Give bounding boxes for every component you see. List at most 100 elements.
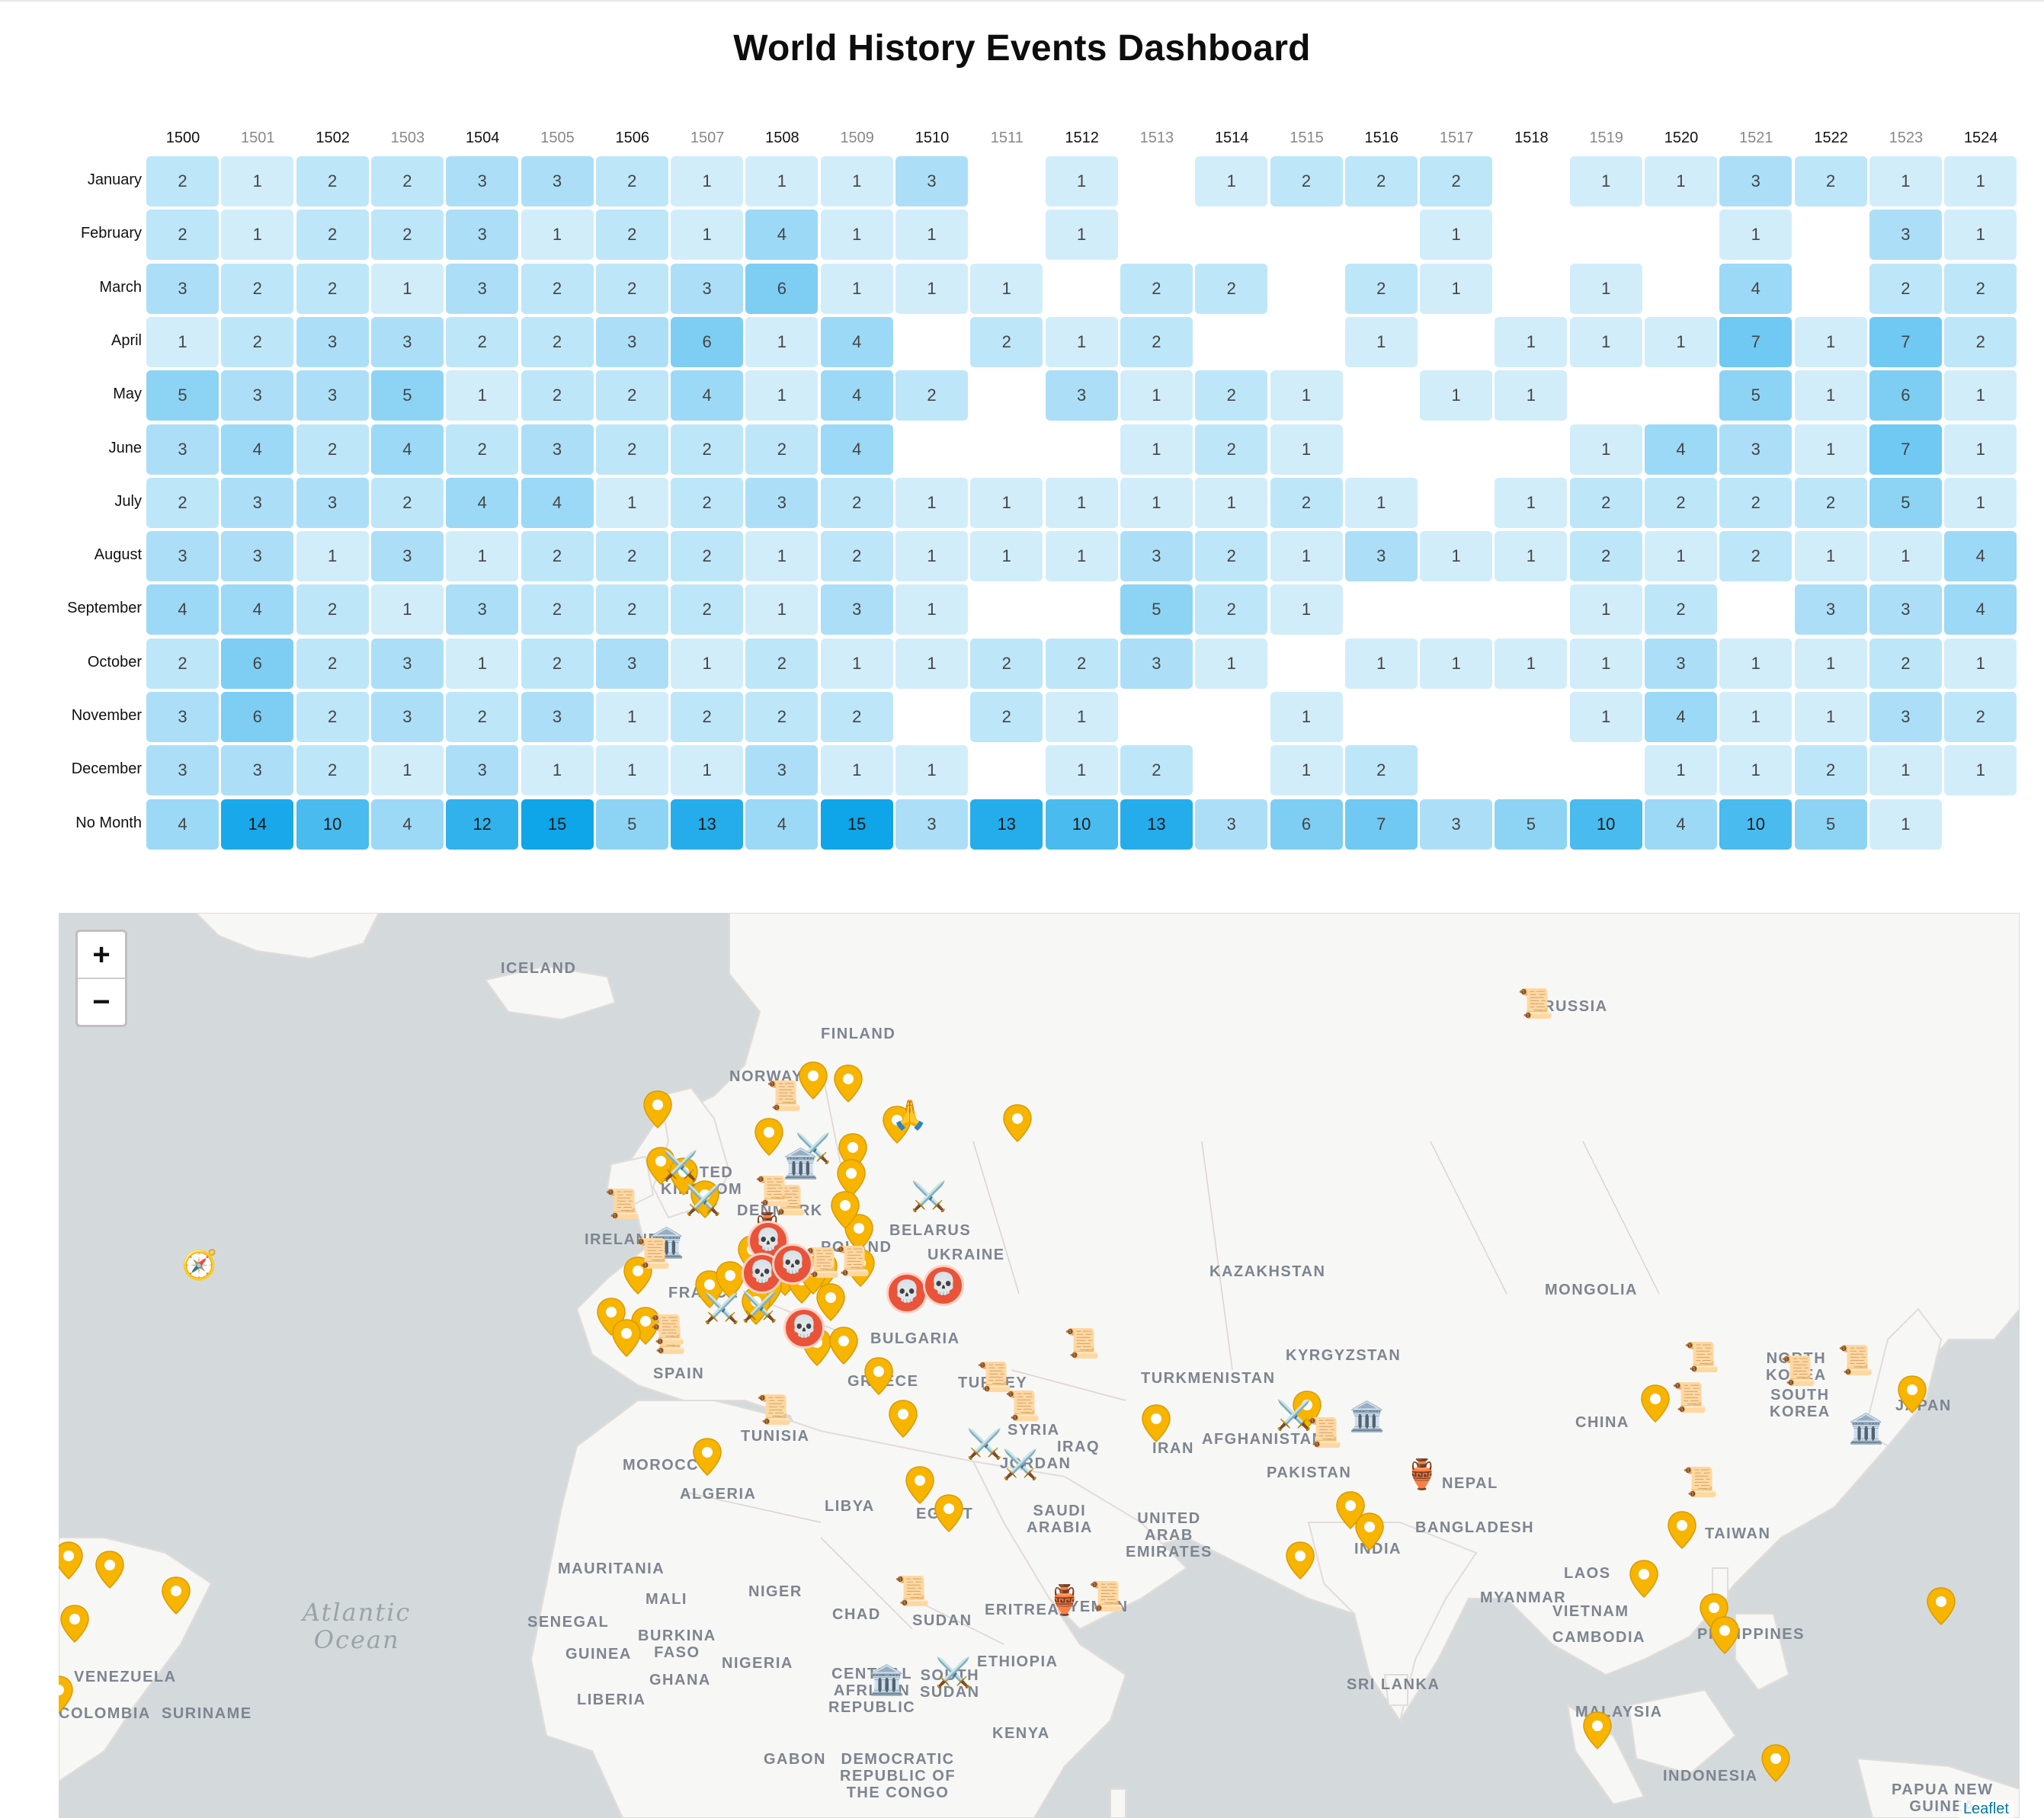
heatmap-cell[interactable]: 2 (1944, 263, 2017, 314)
heatmap-cell[interactable]: 7 (1869, 316, 1942, 367)
heatmap-cell[interactable]: 4 (1645, 692, 1717, 742)
heatmap-cell[interactable]: 1 (1944, 477, 2017, 528)
scroll-icon[interactable]: 📜 (754, 1176, 791, 1208)
location-pin-icon[interactable] (1629, 1559, 1659, 1599)
heatmap-cell[interactable]: 2 (296, 156, 369, 206)
scroll-icon[interactable]: 📜 (756, 1394, 793, 1426)
heatmap-cell[interactable]: 3 (1045, 370, 1118, 421)
heatmap-cell[interactable]: 4 (221, 584, 294, 635)
location-pin-icon[interactable] (1285, 1541, 1315, 1580)
heatmap-cell[interactable]: 3 (1195, 799, 1268, 850)
location-pin-icon[interactable] (623, 1256, 653, 1295)
heatmap-cell[interactable]: 3 (370, 692, 444, 742)
compass-icon[interactable]: 🧭 (181, 1250, 218, 1282)
heatmap-cell[interactable]: 2 (221, 263, 294, 314)
scroll-icon[interactable]: 📜 (650, 1323, 687, 1355)
heatmap-cell[interactable]: 1 (1944, 638, 2017, 689)
heatmap-cell[interactable]: 3 (671, 263, 744, 314)
heatmap-cell[interactable]: 1 (1869, 799, 1942, 850)
location-pin-icon[interactable] (830, 1190, 860, 1230)
heatmap-cell[interactable]: 5 (1794, 799, 1867, 850)
heatmap-cell[interactable]: 2 (1645, 584, 1717, 635)
heatmap-cell[interactable]: 4 (820, 424, 893, 475)
heatmap-cell[interactable]: 1 (1944, 424, 2017, 475)
heatmap-cell[interactable]: 1 (1120, 477, 1193, 528)
heatmap-cell[interactable]: 14 (221, 799, 294, 850)
heatmap-cell[interactable]: 4 (446, 477, 519, 528)
heatmap-cell[interactable]: 1 (1569, 692, 1642, 742)
heatmap-cell[interactable]: 1 (1420, 370, 1493, 421)
heatmap-cell[interactable]: 3 (895, 799, 968, 850)
heatmap-cell[interactable]: 2 (970, 692, 1043, 742)
heatmap-cell[interactable]: 1 (221, 210, 294, 261)
heatmap-cell[interactable]: 3 (446, 584, 519, 635)
heatmap-cell[interactable]: 1 (1045, 745, 1118, 796)
heatmap-cell[interactable]: 6 (671, 316, 744, 367)
scroll-icon[interactable]: 📜 (1671, 1382, 1708, 1414)
heatmap-cell[interactable]: 1 (1944, 370, 2017, 421)
heatmap-cell[interactable]: 1 (671, 638, 744, 689)
heatmap-cell[interactable]: 3 (1420, 799, 1493, 850)
heatmap-cell[interactable]: 2 (296, 692, 369, 742)
heatmap-cell[interactable]: 2 (1120, 745, 1193, 796)
heatmap-cell[interactable]: 1 (745, 156, 819, 206)
location-pin-icon[interactable] (888, 1399, 918, 1439)
heatmap-cell[interactable]: 3 (1344, 531, 1418, 582)
heatmap-cell[interactable]: 4 (1645, 424, 1717, 475)
heatmap-cell[interactable]: 1 (820, 210, 893, 261)
heatmap-cell[interactable]: 1 (1645, 745, 1717, 796)
location-pin-icon[interactable] (1582, 1711, 1613, 1750)
heatmap-cell[interactable]: 3 (745, 745, 819, 796)
heatmap-cell[interactable]: 1 (1420, 210, 1493, 261)
heatmap-cell[interactable]: 2 (1719, 531, 1793, 582)
heatmap-cell[interactable]: 3 (1869, 210, 1942, 261)
heatmap-cell[interactable]: 2 (1045, 638, 1118, 689)
heatmap-cell[interactable]: 2 (595, 156, 668, 206)
heatmap-cell[interactable]: 1 (745, 531, 819, 582)
heatmap-cell[interactable]: 4 (820, 316, 893, 367)
location-pin-icon[interactable] (741, 1286, 771, 1326)
classical-building-icon[interactable]: 🏛️ (783, 1148, 819, 1180)
amphora-icon[interactable]: 🏺 (1404, 1459, 1440, 1491)
crossed-swords-icon[interactable]: ⚔️ (1002, 1449, 1039, 1481)
heatmap-cell[interactable]: 1 (745, 370, 819, 421)
heatmap-cell[interactable]: 1 (1794, 370, 1867, 421)
heatmap-cell[interactable]: 1 (970, 477, 1043, 528)
heatmap-cell[interactable]: 1 (1270, 424, 1343, 475)
heatmap-cell[interactable]: 3 (146, 263, 219, 314)
heatmap-cell[interactable]: 1 (671, 210, 744, 261)
location-pin-icon[interactable] (836, 1158, 867, 1198)
heatmap-cell[interactable]: 1 (1045, 316, 1118, 367)
crossed-swords-icon[interactable]: ⚔️ (966, 1429, 1003, 1461)
heatmap-cell[interactable]: 1 (1645, 156, 1717, 206)
heatmap-cell[interactable]: 7 (1344, 799, 1418, 850)
heatmap-cell[interactable]: 1 (1344, 477, 1418, 528)
heatmap-cell[interactable]: 1 (1495, 638, 1568, 689)
heatmap-cell[interactable]: 4 (820, 370, 893, 421)
heatmap-cell[interactable]: 5 (370, 370, 444, 421)
location-pin-icon[interactable] (1141, 1404, 1171, 1443)
heatmap-cell[interactable]: 1 (895, 263, 968, 314)
heatmap-cell[interactable]: 1 (1719, 638, 1793, 689)
heatmap-cell[interactable]: 2 (1120, 316, 1193, 367)
heatmap-cell[interactable]: 2 (1569, 531, 1642, 582)
heatmap-cell[interactable]: 3 (820, 584, 893, 635)
location-pin-icon[interactable] (1292, 1390, 1322, 1429)
heatmap-cell[interactable]: 2 (671, 531, 744, 582)
heatmap-cell[interactable]: 4 (1719, 263, 1793, 314)
skull-icon[interactable]: 💀 (772, 1243, 813, 1285)
heatmap-cell[interactable]: 2 (521, 263, 594, 314)
heatmap-cell[interactable]: 1 (1944, 156, 2017, 206)
location-pin-icon[interactable] (1709, 1615, 1740, 1655)
heatmap-cell[interactable]: 2 (221, 316, 294, 367)
heatmap-cell[interactable]: 2 (146, 156, 219, 206)
location-pin-icon[interactable] (668, 1157, 699, 1196)
location-pin-icon[interactable] (905, 1465, 935, 1505)
heatmap-cell[interactable]: 2 (1719, 477, 1793, 528)
heatmap-cell[interactable]: 10 (1719, 799, 1793, 850)
heatmap-cell[interactable]: 1 (745, 316, 819, 367)
heatmap-cell[interactable]: 5 (1120, 584, 1193, 635)
scroll-icon[interactable]: 📜 (1517, 988, 1554, 1020)
heatmap-cell[interactable]: 2 (1794, 745, 1867, 796)
heatmap-cell[interactable]: 1 (595, 745, 668, 796)
